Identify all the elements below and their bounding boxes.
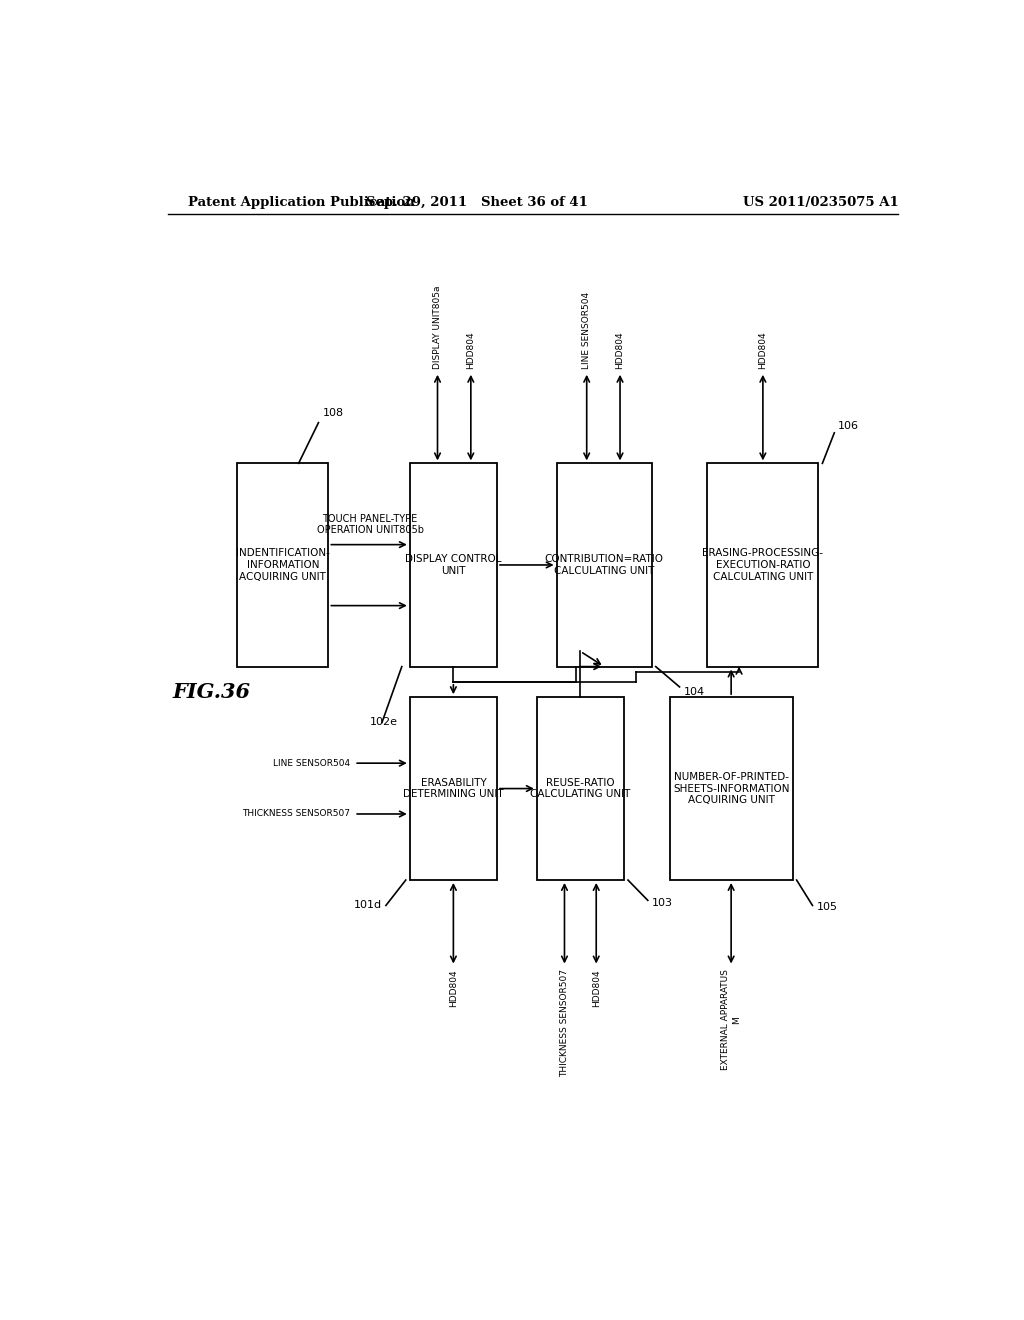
Text: TOUCH PANEL-TYPE
OPERATION UNIT805b: TOUCH PANEL-TYPE OPERATION UNIT805b (316, 513, 424, 535)
Text: NUMBER-OF-PRINTED-
SHEETS-INFORMATION
ACQUIRING UNIT: NUMBER-OF-PRINTED- SHEETS-INFORMATION AC… (673, 772, 790, 805)
Text: EXTERNAL APPARATUS
M: EXTERNAL APPARATUS M (722, 969, 740, 1071)
Text: DISPLAY UNIT805a: DISPLAY UNIT805a (433, 285, 442, 368)
Text: 108: 108 (323, 408, 344, 417)
Text: 105: 105 (816, 903, 838, 912)
Bar (410, 463, 497, 667)
Text: HDD804: HDD804 (449, 969, 458, 1007)
Text: 103: 103 (652, 899, 673, 908)
Text: 101d: 101d (354, 900, 382, 911)
Text: ERASABILITY
DETERMINING UNIT: ERASABILITY DETERMINING UNIT (403, 777, 504, 800)
Bar (708, 463, 818, 667)
Text: FIG.36: FIG.36 (172, 682, 250, 702)
Text: HDD804: HDD804 (466, 331, 475, 368)
Bar (410, 697, 497, 880)
Text: LINE SENSOR504: LINE SENSOR504 (583, 292, 591, 368)
Text: US 2011/0235075 A1: US 2011/0235075 A1 (743, 195, 899, 209)
Text: Patent Application Publication: Patent Application Publication (187, 195, 415, 209)
Text: HDD804: HDD804 (759, 331, 767, 368)
Text: ERASING-PROCESSING-
EXECUTION-RATIO
CALCULATING UNIT: ERASING-PROCESSING- EXECUTION-RATIO CALC… (702, 548, 823, 582)
Bar (537, 697, 624, 880)
Text: 102e: 102e (370, 718, 397, 727)
Text: REUSE-RATIO
CALCULATING UNIT: REUSE-RATIO CALCULATING UNIT (530, 777, 631, 800)
Text: CONTRIBUTION=RATIO
CALCULATING UNIT: CONTRIBUTION=RATIO CALCULATING UNIT (545, 554, 664, 576)
Text: Sep. 29, 2011   Sheet 36 of 41: Sep. 29, 2011 Sheet 36 of 41 (367, 195, 588, 209)
Text: 104: 104 (684, 686, 705, 697)
Bar (238, 463, 329, 667)
Bar (670, 697, 793, 880)
Text: HDD804: HDD804 (615, 331, 625, 368)
Text: 106: 106 (839, 421, 859, 430)
Text: DISPLAY CONTROL
UNIT: DISPLAY CONTROL UNIT (406, 554, 502, 576)
Text: HDD804: HDD804 (592, 969, 601, 1007)
Text: THICKNESS SENSOR507: THICKNESS SENSOR507 (243, 809, 350, 818)
Text: INDENTIFICATION-
INFORMATION
ACQUIRING UNIT: INDENTIFICATION- INFORMATION ACQUIRING U… (236, 548, 330, 582)
Bar (557, 463, 652, 667)
Text: THICKNESS SENSOR507: THICKNESS SENSOR507 (560, 969, 569, 1077)
Text: LINE SENSOR504: LINE SENSOR504 (273, 759, 350, 768)
